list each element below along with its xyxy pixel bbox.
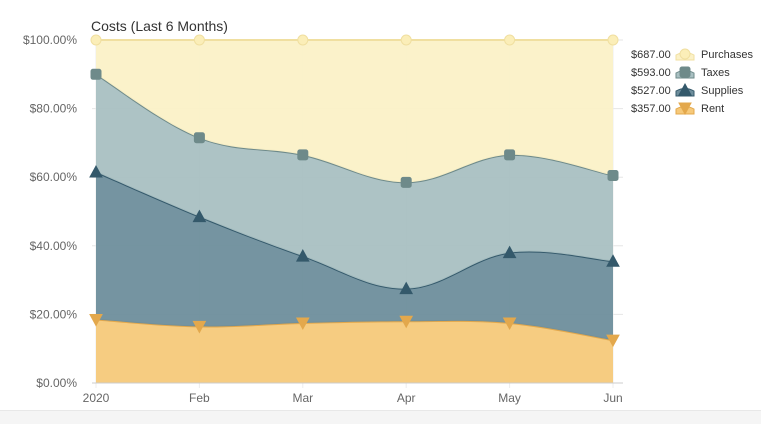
x-tick-label: 2020 [83, 391, 110, 405]
legend-value: $687.00 [631, 49, 671, 61]
legend[interactable]: $687.00 Purchases $593.00 Taxes $527.00 Suppl… [631, 48, 753, 116]
marker-supplies [399, 281, 414, 295]
marker-supplies [89, 165, 103, 178]
area-rent [96, 319, 613, 383]
marker-taxes [400, 176, 412, 188]
y-tick-label: $20.00% [30, 307, 78, 321]
marker-rent [192, 320, 207, 334]
marker-taxes [90, 68, 102, 80]
legend-name: Rent [701, 103, 724, 115]
marker-layer [89, 34, 620, 348]
marker-supplies [295, 249, 310, 262]
axis-layer: $0.00% $20.00% $40.00% $60.00% $80.00% $100.0… [23, 33, 623, 405]
legend-item-purchases[interactable]: $687.00 Purchases [631, 48, 753, 61]
x-tick-label: May [498, 391, 521, 405]
legend-item-rent[interactable]: $357.00 Rent [631, 102, 724, 116]
area-layer [95, 38, 614, 383]
legend-marker-icon [679, 66, 691, 78]
y-tick-label: $60.00% [30, 170, 78, 184]
legend-item-taxes[interactable]: $593.00 Taxes [631, 66, 730, 79]
legend-name: Purchases [701, 49, 753, 61]
area-taxes [96, 74, 613, 289]
marker-supplies [606, 254, 620, 267]
x-tick-label: Mar [292, 391, 313, 405]
area-chart: Costs (Last 6 Months) $0.00% $20.00% $40.0… [23, 18, 754, 405]
marker-rent [606, 334, 620, 348]
marker-taxes [607, 169, 619, 181]
marker-purchases [297, 34, 309, 46]
marker-taxes [193, 132, 205, 144]
legend-value: $527.00 [631, 85, 671, 97]
marker-purchases [607, 34, 619, 46]
legend-marker-icon [679, 48, 691, 60]
marker-purchases [193, 34, 205, 46]
legend-name: Supplies [701, 85, 744, 97]
marker-taxes [504, 149, 516, 161]
y-tick-label: $0.00% [36, 376, 77, 390]
legend-value: $593.00 [631, 67, 671, 79]
legend-item-supplies[interactable]: $527.00 Supplies [631, 82, 744, 97]
chart-container: Costs (Last 6 Months) $0.00% $20.00% $40.0… [23, 18, 754, 405]
legend-marker-icon [678, 82, 692, 96]
x-tick-label: Apr [397, 391, 416, 405]
marker-supplies [192, 209, 207, 223]
marker-supplies [502, 245, 517, 259]
area-supplies [96, 172, 613, 341]
y-tick-label: $80.00% [30, 102, 78, 116]
x-tick-label: Jun [603, 391, 622, 405]
bottom-bar [0, 410, 761, 424]
marker-purchases [400, 34, 412, 46]
legend-value: $357.00 [631, 103, 671, 115]
marker-taxes [297, 149, 309, 161]
marker-purchases [90, 34, 102, 46]
chart-title: Costs (Last 6 Months) [91, 18, 228, 34]
y-tick-label: $100.00% [23, 33, 77, 47]
legend-name: Taxes [701, 67, 730, 79]
marker-rent [295, 317, 310, 331]
x-tick-label: Feb [189, 391, 210, 405]
marker-purchases [504, 34, 516, 46]
marker-rent [399, 315, 414, 329]
marker-rent [502, 317, 517, 331]
marker-rent [89, 314, 103, 327]
y-tick-label: $40.00% [30, 239, 78, 253]
area-purchases [96, 40, 613, 183]
legend-marker-icon [678, 102, 692, 116]
